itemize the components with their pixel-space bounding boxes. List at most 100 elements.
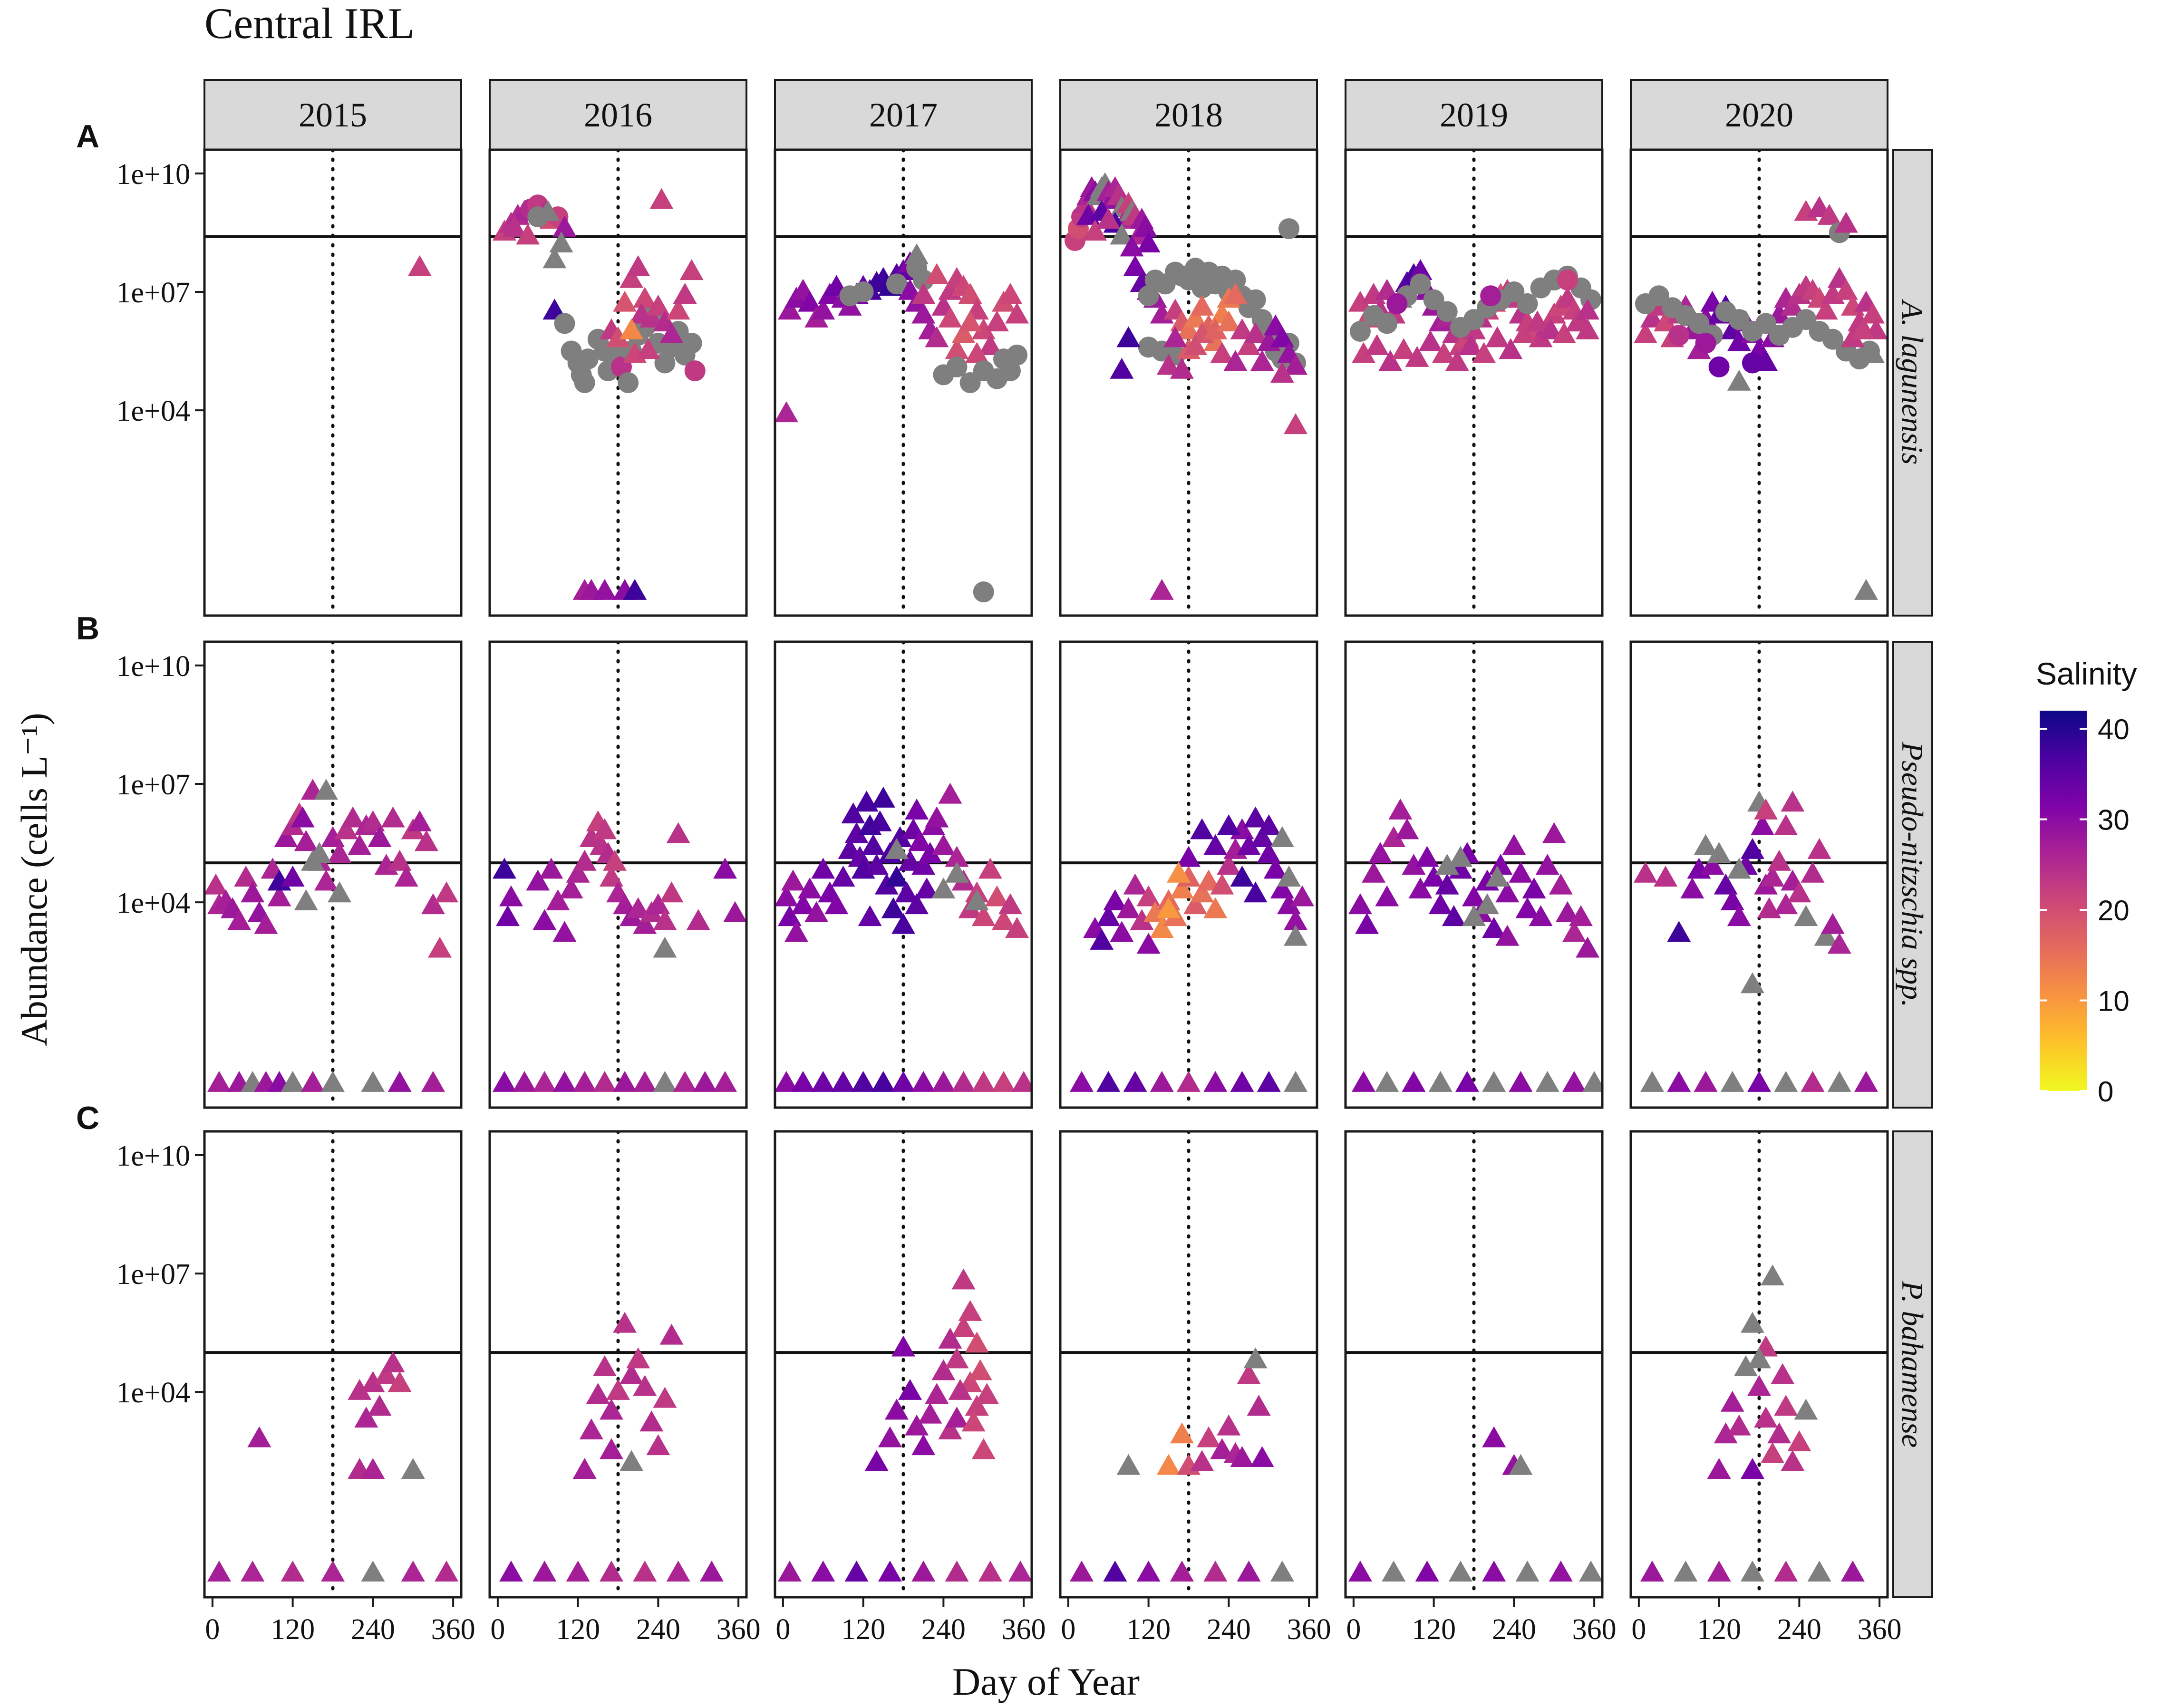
data-point-circle xyxy=(1245,289,1266,310)
data-point-triangle xyxy=(1405,346,1429,367)
data-point-triangle xyxy=(804,901,829,922)
data-point-triangle xyxy=(546,889,570,910)
facet-frame xyxy=(1629,1130,1889,1599)
data-point-triangle xyxy=(1502,834,1526,855)
data-point-triangle xyxy=(1197,869,1221,891)
data-point-triangle xyxy=(1177,318,1201,339)
data-point-triangle xyxy=(1402,1071,1426,1092)
data-point-triangle xyxy=(844,822,869,843)
data-point-triangle xyxy=(492,1071,516,1092)
data-point-triangle xyxy=(1230,318,1254,339)
data-point-triangle xyxy=(613,290,637,312)
data-point-triangle xyxy=(636,338,660,359)
data-point-triangle xyxy=(911,1071,936,1092)
data-point-triangle xyxy=(1485,326,1510,347)
data-point-triangle xyxy=(911,1560,936,1582)
data-point-triangle xyxy=(1707,842,1731,863)
data-point-triangle xyxy=(1083,220,1107,241)
data-point-triangle xyxy=(1509,1454,1533,1475)
y-tick-label: 1e+07 xyxy=(116,1258,190,1291)
data-point-circle xyxy=(1000,360,1021,382)
data-point-triangle xyxy=(1472,342,1496,363)
data-point-triangle xyxy=(1448,1560,1472,1582)
facet-A-2017 xyxy=(774,148,1033,617)
data-point-triangle xyxy=(414,830,438,851)
facet-A-2019 xyxy=(1344,148,1604,617)
y-tick-label: 1e+04 xyxy=(116,1377,190,1409)
data-point-triangle xyxy=(945,846,969,867)
year-strip xyxy=(774,79,1033,151)
data-point-triangle xyxy=(1727,330,1751,351)
data-point-triangle xyxy=(1150,579,1174,600)
data-point-triangle xyxy=(791,1071,815,1092)
data-point-triangle xyxy=(1243,1347,1268,1369)
data-point-triangle xyxy=(938,306,962,328)
data-point-triangle xyxy=(1767,849,1791,871)
data-point-triangle xyxy=(542,247,567,269)
data-point-triangle xyxy=(1565,310,1589,332)
data-point-triangle xyxy=(1355,913,1379,934)
data-point-triangle xyxy=(1177,1071,1201,1092)
data-point-triangle xyxy=(401,1560,425,1582)
data-point-triangle xyxy=(1781,294,1805,316)
data-point-triangle xyxy=(948,1379,972,1400)
data-point-triangle xyxy=(633,1071,657,1092)
x-tick-label: 0 xyxy=(1346,1613,1361,1646)
data-point-triangle xyxy=(1243,881,1268,903)
facet-marks xyxy=(1060,150,1317,616)
x-tick-label: 120 xyxy=(556,1613,600,1646)
data-point-triangle xyxy=(1365,334,1389,355)
data-point-circle xyxy=(1436,301,1458,322)
data-point-triangle xyxy=(723,901,746,922)
x-tick-label: 360 xyxy=(1002,1613,1046,1646)
data-point-triangle xyxy=(321,826,345,847)
species-strip xyxy=(1892,1130,1933,1598)
data-point-triangle xyxy=(1203,318,1228,339)
year-strip xyxy=(1630,79,1888,151)
data-point-triangle xyxy=(841,802,865,824)
data-point-triangle xyxy=(1740,1457,1764,1479)
legend-tick-label: 20 xyxy=(2098,895,2130,926)
data-point-triangle xyxy=(905,1414,929,1436)
data-point-triangle xyxy=(653,1387,677,1408)
data-point-triangle xyxy=(1807,1560,1831,1582)
data-point-circle xyxy=(1007,344,1028,366)
data-point-triangle xyxy=(951,1315,976,1337)
facet-marks xyxy=(1631,1131,1888,1597)
data-point-triangle xyxy=(1522,877,1546,898)
data-point-triangle xyxy=(207,1071,231,1092)
data-point-triangle xyxy=(1761,866,1785,887)
facet-C-2019 xyxy=(1344,1130,1604,1599)
data-point-triangle xyxy=(1432,342,1456,363)
data-point-triangle xyxy=(1542,822,1566,843)
data-point-triangle xyxy=(905,243,929,264)
data-point-triangle xyxy=(1250,1446,1274,1467)
data-point-triangle xyxy=(781,869,805,891)
data-point-triangle xyxy=(1415,1560,1439,1582)
data-point-triangle xyxy=(938,1418,962,1439)
data-point-triangle xyxy=(1529,905,1553,926)
data-point-triangle xyxy=(361,1071,385,1092)
data-point-triangle xyxy=(918,1402,942,1424)
data-point-triangle xyxy=(911,283,936,304)
data-point-triangle xyxy=(951,322,976,344)
data-point-triangle xyxy=(1781,791,1805,812)
data-point-triangle xyxy=(965,889,989,910)
data-point-triangle xyxy=(811,1560,835,1582)
data-point-triangle xyxy=(1210,1438,1234,1459)
data-point-triangle xyxy=(602,849,627,871)
y-tick-label: 1e+10 xyxy=(116,158,190,191)
data-point-triangle xyxy=(592,1355,617,1377)
data-point-triangle xyxy=(1827,1071,1851,1092)
data-point-triangle xyxy=(1008,1560,1032,1582)
data-point-circle xyxy=(1822,328,1843,350)
data-point-triangle xyxy=(811,1071,835,1092)
data-point-triangle xyxy=(401,1457,425,1479)
data-point-triangle xyxy=(1525,310,1549,332)
data-point-triangle xyxy=(290,806,315,828)
data-point-triangle xyxy=(791,893,815,915)
data-point-triangle xyxy=(915,877,939,898)
data-point-triangle xyxy=(227,909,252,930)
data-point-triangle xyxy=(1700,854,1724,875)
data-point-triangle xyxy=(1515,897,1540,918)
